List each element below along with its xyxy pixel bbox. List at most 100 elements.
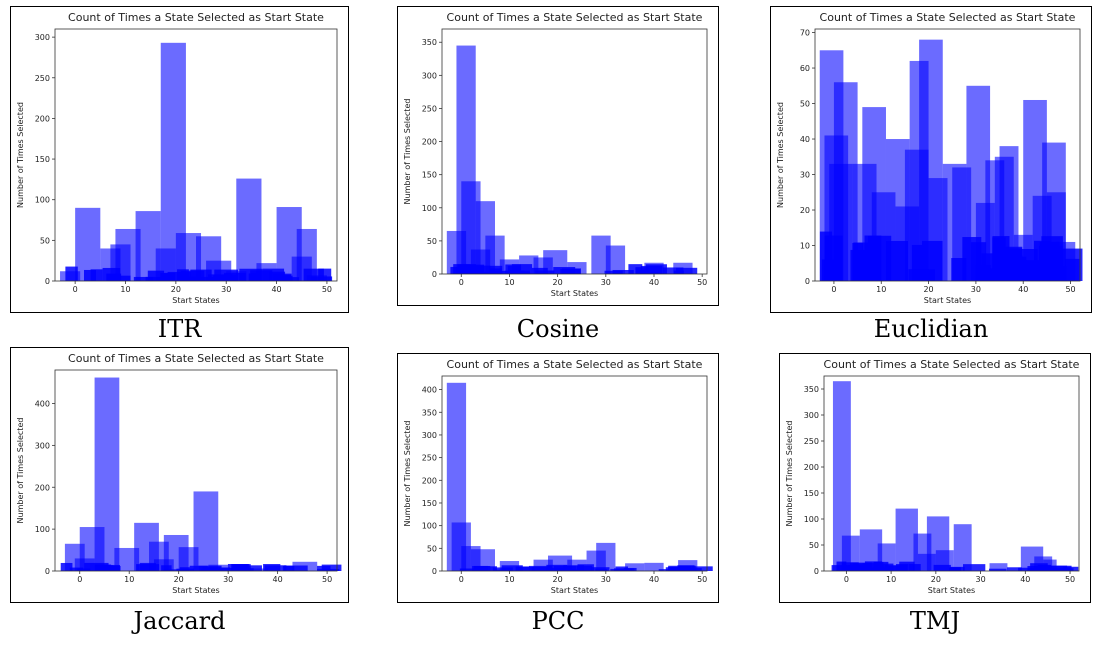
y-tick-label: 250	[422, 104, 437, 113]
chart-svg: Count of Times a State Selected as Start…	[403, 11, 708, 298]
bar-minor	[317, 565, 331, 571]
y-tick-label: 300	[35, 33, 50, 42]
x-axis-label: Start States	[172, 586, 219, 595]
y-tick-label: 100	[35, 196, 50, 205]
x-tick-label: 30	[975, 575, 985, 584]
x-tick-label: 40	[1020, 575, 1030, 584]
y-tick-label: 0	[814, 567, 819, 576]
bar-3	[446, 230, 467, 274]
x-tick-label: 30	[601, 278, 611, 287]
y-tick-label: 400	[35, 400, 50, 409]
bar-minor	[263, 564, 281, 571]
x-axis-label: Start States	[928, 586, 975, 595]
plot-frame	[823, 375, 1080, 572]
x-tick-label: 50	[697, 278, 707, 287]
y-tick-label: 100	[422, 204, 437, 213]
y-tick-label: 250	[422, 454, 437, 463]
x-tick-label: 20	[923, 285, 933, 294]
chart-title: Count of Times a State Selected as Start…	[68, 11, 324, 24]
bar-5	[533, 559, 553, 571]
bar-minor	[227, 564, 249, 571]
y-tick-label: 50	[427, 544, 437, 553]
y-tick-label: 150	[422, 171, 437, 180]
bar-minor	[1007, 567, 1022, 571]
x-tick-label: 30	[221, 285, 231, 294]
bar-9	[208, 564, 229, 571]
y-tick-label: 250	[35, 74, 50, 83]
bar-9	[989, 563, 1008, 571]
y-tick-label: 60	[800, 64, 810, 73]
chart-title: Count of Times a State Selected as Start…	[447, 358, 703, 371]
x-tick-label: 50	[322, 575, 332, 584]
panel-caption: Cosine	[516, 315, 600, 343]
y-tick-label: 200	[422, 476, 437, 485]
x-tick-label: 0	[73, 285, 78, 294]
x-tick-label: 0	[77, 575, 82, 584]
y-tick-label: 300	[422, 431, 437, 440]
bar-minor	[1046, 565, 1068, 571]
chart-panel-1: Count of Times a State Selected as Start…	[10, 6, 349, 313]
y-tick-label: 350	[422, 38, 437, 47]
bar-8	[605, 245, 626, 274]
y-tick-label: 300	[422, 71, 437, 80]
bar-14	[206, 260, 232, 281]
y-tick-label: 10	[800, 242, 810, 251]
x-axis-label: Start States	[551, 289, 598, 298]
plot-frame	[54, 369, 338, 572]
y-tick-label: 200	[422, 138, 437, 147]
bar-minor	[963, 564, 986, 571]
bar-6	[548, 555, 573, 571]
x-axis-label: Start States	[172, 296, 219, 305]
x-tick-label: 50	[1065, 575, 1075, 584]
bar-10	[625, 563, 645, 571]
y-axis-label: Number of Times Selected	[403, 99, 412, 205]
y-tick-label: 50	[800, 100, 810, 109]
panel-caption: ITR	[157, 315, 202, 343]
bar-12	[678, 560, 698, 571]
bar-1	[841, 535, 860, 571]
bar-2	[859, 529, 883, 571]
bar-13	[153, 559, 174, 571]
x-tick-label: 20	[553, 575, 563, 584]
bar-19	[994, 156, 1014, 281]
bar-3	[114, 547, 140, 571]
bar-12	[644, 262, 664, 274]
chart-panel-5: Count of Times a State Selected as Start…	[397, 353, 719, 603]
bar-14	[567, 262, 587, 274]
y-tick-label: 0	[432, 567, 437, 576]
panel-caption: PCC	[531, 607, 585, 635]
y-tick-label: 200	[804, 463, 819, 472]
chart-title: Count of Times a State Selected as Start…	[820, 11, 1076, 24]
bar-0	[75, 207, 101, 281]
x-tick-label: 10	[886, 575, 896, 584]
x-tick-label: 30	[223, 575, 233, 584]
chart-panel-6: Count of Times a State Selected as Start…	[779, 353, 1091, 603]
bar-15	[226, 271, 247, 281]
y-tick-label: 100	[804, 515, 819, 524]
plot-frame	[814, 28, 1081, 282]
bar-minor	[691, 566, 713, 571]
y-axis-label: Number of Times Selected	[785, 421, 794, 527]
bar-7	[935, 550, 954, 571]
x-tick-label: 0	[459, 278, 464, 287]
chart-title: Count of Times a State Selected as Start…	[68, 352, 324, 365]
x-tick-label: 10	[124, 575, 134, 584]
chart-title: Count of Times a State Selected as Start…	[824, 358, 1080, 371]
bar-11	[155, 248, 176, 281]
bar-8	[953, 524, 972, 571]
bar-4	[485, 235, 505, 274]
x-tick-label: 50	[1065, 285, 1075, 294]
y-tick-label: 30	[800, 171, 810, 180]
y-tick-label: 300	[804, 411, 819, 420]
bar-minor	[658, 569, 671, 571]
y-tick-label: 0	[45, 277, 50, 286]
y-tick-label: 150	[35, 155, 50, 164]
y-axis-label: Number of Times Selected	[403, 421, 412, 527]
x-tick-label: 40	[1018, 285, 1028, 294]
bar-3	[470, 549, 495, 571]
bar-4	[895, 508, 918, 571]
bar-25	[1056, 241, 1076, 281]
bar-5	[470, 249, 491, 274]
bar-minor	[662, 267, 684, 274]
bar-4	[499, 561, 520, 571]
